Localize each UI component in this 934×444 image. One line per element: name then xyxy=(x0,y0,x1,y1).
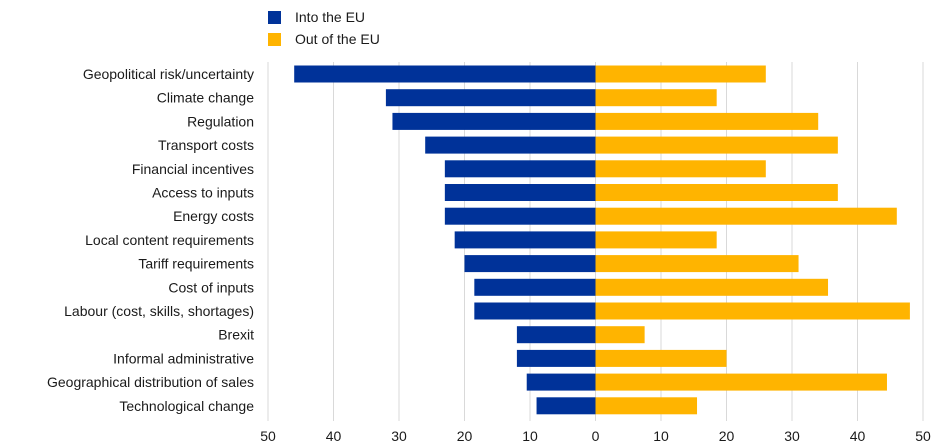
bar-into-the-eu-climate-change xyxy=(385,89,596,107)
bar-out-of-the-eu-labour-cost-skills-shortages xyxy=(595,302,910,320)
x-tick-label: 30 xyxy=(784,428,800,444)
bar-into-the-eu-energy-costs xyxy=(444,207,596,225)
category-label: Access to inputs xyxy=(152,185,254,201)
x-tick-label: 50 xyxy=(915,428,931,444)
category-label: Transport costs xyxy=(158,137,254,153)
x-tick-label: 20 xyxy=(457,428,473,444)
legend-label-into-the-eu: Into the EU xyxy=(295,9,365,25)
bar-into-the-eu-geographical-distribution-of-sales xyxy=(526,373,596,391)
category-label: Tariff requirements xyxy=(138,256,254,272)
bar-into-the-eu-cost-of-inputs xyxy=(474,278,596,296)
category-label: Technological change xyxy=(119,398,254,414)
legend: Into the EU Out of the EU xyxy=(268,9,380,47)
bar-out-of-the-eu-geographical-distribution-of-sales xyxy=(595,373,887,391)
series-out-of-the-eu xyxy=(595,65,910,415)
category-labels: Geopolitical risk/uncertainty Climate cha… xyxy=(47,66,254,414)
bars xyxy=(294,65,910,415)
bar-into-the-eu-tariff-requirements xyxy=(464,255,596,273)
bar-into-the-eu-geopolitical-risk-uncertainty xyxy=(294,65,596,83)
bar-into-the-eu-access-to-inputs xyxy=(444,184,596,201)
bar-out-of-the-eu-technological-change xyxy=(595,397,698,415)
bar-into-the-eu-technological-change xyxy=(536,397,596,415)
bar-out-of-the-eu-cost-of-inputs xyxy=(595,278,829,296)
category-label: Energy costs xyxy=(173,208,254,224)
category-label: Geographical distribution of sales xyxy=(47,374,254,390)
bar-into-the-eu-labour-cost-skills-shortages xyxy=(474,302,596,320)
category-label: Climate change xyxy=(157,90,254,106)
category-label: Informal administrative xyxy=(113,350,254,366)
x-tick-label: 40 xyxy=(326,428,342,444)
x-tick-label: 10 xyxy=(653,428,669,444)
bar-into-the-eu-local-content-requirements xyxy=(454,231,596,249)
x-tick-label: 20 xyxy=(719,428,735,444)
bar-into-the-eu-informal-administrative xyxy=(516,349,596,367)
x-tick-label: 10 xyxy=(522,428,538,444)
category-label: Financial incentives xyxy=(132,161,254,177)
bar-out-of-the-eu-financial-incentives xyxy=(595,160,766,178)
bar-out-of-the-eu-local-content-requirements xyxy=(595,231,717,249)
category-label: Geopolitical risk/uncertainty xyxy=(83,66,254,82)
bar-out-of-the-eu-access-to-inputs xyxy=(595,184,838,201)
bar-into-the-eu-regulation xyxy=(392,112,596,130)
x-tick-label: 40 xyxy=(850,428,866,444)
series-into-the-eu xyxy=(294,65,596,415)
category-label: Local content requirements xyxy=(85,232,254,248)
x-tick-label: 50 xyxy=(260,428,276,444)
bar-out-of-the-eu-tariff-requirements xyxy=(595,255,799,273)
x-tick-label: 30 xyxy=(391,428,407,444)
bar-out-of-the-eu-regulation xyxy=(595,112,819,130)
legend-label-out-of-the-eu: Out of the EU xyxy=(295,31,380,47)
bar-out-of-the-eu-transport-costs xyxy=(595,136,838,154)
x-axis-tick-labels: 50 40 30 20 10 0 10 20 30 40 50 xyxy=(260,428,931,444)
category-label: Cost of inputs xyxy=(168,279,254,295)
bar-out-of-the-eu-brexit xyxy=(595,326,645,344)
bar-into-the-eu-financial-incentives xyxy=(444,160,596,178)
bar-out-of-the-eu-geopolitical-risk-uncertainty xyxy=(595,65,766,83)
legend-swatch-out-of-the-eu xyxy=(268,33,281,46)
bar-out-of-the-eu-climate-change xyxy=(595,89,717,107)
bar-into-the-eu-brexit xyxy=(516,326,596,344)
x-tick-label: 0 xyxy=(592,428,600,444)
bar-into-the-eu-transport-costs xyxy=(425,136,596,154)
bar-out-of-the-eu-energy-costs xyxy=(595,207,897,225)
category-label: Brexit xyxy=(218,327,254,343)
legend-swatch-into-the-eu xyxy=(268,11,281,24)
category-label: Regulation xyxy=(187,113,254,129)
bar-out-of-the-eu-informal-administrative xyxy=(595,349,727,367)
category-label: Labour (cost, skills, shortages) xyxy=(64,303,254,319)
